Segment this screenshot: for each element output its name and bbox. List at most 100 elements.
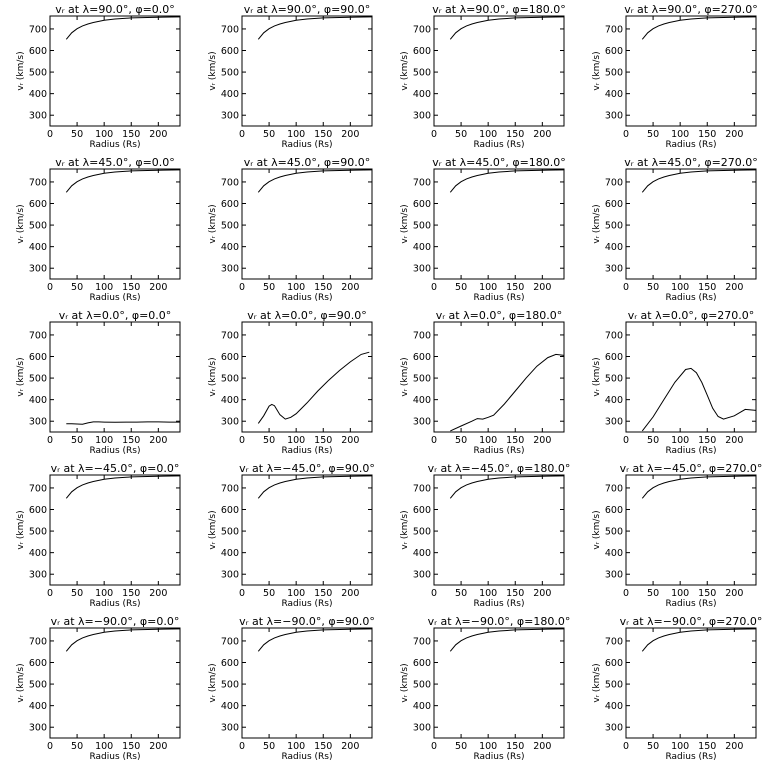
y-tick-label: 500 [221, 68, 239, 79]
y-tick-label: 400 [605, 395, 623, 406]
panel-title: vᵣ at λ=90.0°, φ=0.0° [55, 3, 175, 16]
y-tick-label: 700 [29, 330, 47, 341]
chart-panel: vᵣ at λ=90.0°, φ=90.0° 0 50 100 150 200 300 400… [208, 3, 373, 150]
y-tick-label: 400 [29, 89, 47, 100]
series-line [641, 169, 757, 193]
x-tick-label: 100 [671, 741, 689, 752]
y-tick-label: 700 [29, 177, 47, 188]
x-tick-label: 100 [287, 435, 305, 446]
x-tick-label: 100 [287, 741, 305, 752]
x-tick-label: 0 [239, 282, 245, 293]
series-line [641, 367, 757, 432]
y-axis-label: vᵣ (km/s) [592, 510, 602, 549]
y-tick-label: 600 [29, 658, 47, 669]
x-tick-label: 150 [506, 129, 524, 140]
y-tick-label: 400 [605, 242, 623, 253]
y-axis-label: vᵣ (km/s) [208, 510, 218, 549]
y-tick-label: 500 [29, 221, 47, 232]
y-tick-label: 700 [605, 177, 623, 188]
y-tick-label: 700 [413, 636, 431, 647]
plot-frame [625, 474, 757, 586]
x-tick-label: 150 [698, 282, 716, 293]
x-tick-label: 150 [698, 435, 716, 446]
y-tick-label: 700 [413, 483, 431, 494]
y-tick-label: 500 [413, 221, 431, 232]
y-tick-label: 700 [605, 483, 623, 494]
plot-frame [49, 321, 181, 433]
panel-title: vᵣ at λ=−45.0°, φ=0.0° [51, 462, 180, 475]
x-tick-label: 200 [725, 435, 743, 446]
series-line [257, 351, 370, 424]
y-tick-label: 500 [413, 680, 431, 691]
x-tick-label: 50 [71, 129, 83, 140]
x-axis-label: Radius (Rs) [665, 140, 716, 150]
x-tick-label: 200 [725, 282, 743, 293]
series-line [449, 16, 565, 40]
y-tick-label: 700 [221, 330, 239, 341]
y-tick-label: 300 [605, 723, 623, 734]
x-tick-label: 100 [671, 129, 689, 140]
y-tick-label: 300 [413, 570, 431, 581]
x-tick-label: 200 [341, 129, 359, 140]
x-tick-label: 0 [239, 588, 245, 599]
x-tick-label: 150 [122, 129, 140, 140]
y-tick-label: 500 [605, 221, 623, 232]
y-tick-label: 500 [29, 527, 47, 538]
x-tick-label: 50 [455, 129, 467, 140]
x-tick-label: 100 [95, 129, 113, 140]
y-tick-label: 300 [605, 417, 623, 428]
x-tick-label: 50 [647, 741, 659, 752]
y-tick-label: 700 [29, 24, 47, 35]
plot-frame [241, 321, 373, 433]
y-tick-label: 300 [605, 111, 623, 122]
x-axis-label: Radius (Rs) [89, 140, 140, 150]
x-axis-label: Radius (Rs) [281, 140, 332, 150]
x-tick-label: 50 [71, 741, 83, 752]
series-line [257, 169, 373, 193]
x-tick-label: 150 [506, 282, 524, 293]
series-line [641, 16, 757, 40]
y-tick-label: 600 [413, 352, 431, 363]
plot-frame [625, 15, 757, 127]
y-tick-label: 400 [29, 701, 47, 712]
panel-title: vᵣ at λ=0.0°, φ=270.0° [628, 309, 755, 322]
x-tick-label: 150 [506, 588, 524, 599]
plot-frame [433, 474, 565, 586]
panel-title: vᵣ at λ=−90.0°, φ=180.0° [428, 615, 571, 628]
y-tick-label: 600 [221, 505, 239, 516]
series-line [65, 628, 181, 652]
x-tick-label: 0 [431, 741, 437, 752]
x-tick-label: 150 [314, 435, 332, 446]
y-tick-label: 600 [605, 199, 623, 210]
y-axis-label: vᵣ (km/s) [208, 51, 218, 90]
chart-panel: vᵣ at λ=−90.0°, φ=270.0° 0 50 100 150 200 300 4… [592, 615, 762, 762]
x-axis-label: Radius (Rs) [665, 752, 716, 762]
panel-title: vᵣ at λ=45.0°, φ=90.0° [244, 156, 371, 169]
x-tick-label: 200 [341, 588, 359, 599]
y-tick-label: 400 [605, 89, 623, 100]
y-tick-label: 400 [605, 701, 623, 712]
chart-panel: vᵣ at λ=−90.0°, φ=90.0° 0 50 100 150 200 300 40… [208, 615, 375, 762]
y-tick-label: 700 [221, 24, 239, 35]
chart-panel: vᵣ at λ=45.0°, φ=270.0° 0 50 100 150 200 300 40… [592, 156, 758, 303]
x-tick-label: 50 [647, 282, 659, 293]
x-tick-label: 100 [479, 588, 497, 599]
y-tick-label: 600 [413, 199, 431, 210]
chart-panel: vᵣ at λ=90.0°, φ=270.0° 0 50 100 150 200 300 40… [592, 3, 758, 150]
x-tick-label: 100 [671, 435, 689, 446]
y-tick-label: 600 [221, 658, 239, 669]
series-line [449, 628, 565, 652]
x-tick-label: 150 [698, 741, 716, 752]
x-tick-label: 150 [314, 282, 332, 293]
series-line [66, 421, 180, 425]
y-tick-label: 600 [221, 352, 239, 363]
y-tick-label: 300 [221, 723, 239, 734]
chart-panel: vᵣ at λ=90.0°, φ=180.0° 0 50 100 150 200 300 40… [400, 3, 566, 150]
x-axis-label: Radius (Rs) [281, 752, 332, 762]
y-tick-label: 400 [221, 395, 239, 406]
x-tick-label: 150 [122, 435, 140, 446]
x-tick-label: 200 [341, 741, 359, 752]
x-tick-label: 200 [533, 129, 551, 140]
y-tick-label: 700 [413, 24, 431, 35]
